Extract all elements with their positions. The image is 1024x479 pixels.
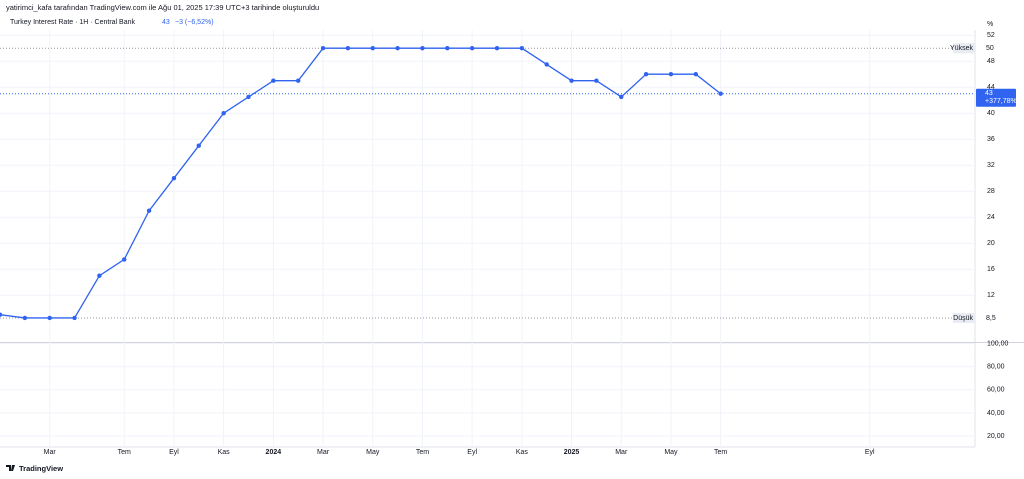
data-point: [544, 62, 549, 67]
x-tick-label: 2025: [564, 449, 580, 456]
legend-value: 43: [162, 19, 170, 26]
high-label: Yüksek: [950, 45, 973, 52]
data-point: [320, 46, 326, 51]
high-label-bg: [953, 43, 975, 54]
chart-title: Turkey Interest Rate · 1H · Central Bank: [10, 19, 136, 26]
header: yatirimci_kafa tarafından TradingView.co…: [6, 3, 319, 12]
data-point: [345, 46, 351, 51]
data-point: [72, 315, 77, 321]
data-point: [122, 257, 127, 262]
y-tick-label: 52: [987, 32, 995, 39]
series-line: [0, 47, 722, 319]
y-tick-label: 48: [987, 58, 995, 65]
data-point: [146, 208, 152, 213]
y-tick-label: 100,00: [987, 340, 1009, 347]
y-tick-label: 36: [987, 136, 995, 143]
data-point: [171, 176, 177, 181]
x-tick-label: Tem: [714, 449, 727, 456]
low-label-bg: [953, 312, 975, 323]
y-tick-label: 24: [987, 214, 995, 221]
data-point: [718, 91, 723, 96]
legend-change: −3 (−6,52%): [175, 19, 214, 26]
x-tick-label: May: [664, 449, 678, 456]
data-point: [395, 46, 400, 51]
data-point: [271, 78, 276, 83]
data-point: [469, 46, 475, 51]
data-point: [643, 72, 649, 77]
x-tick-label: Tem: [118, 449, 131, 456]
data-point: [221, 111, 226, 116]
data-point: [668, 72, 674, 77]
y-tick-label: 60,00: [987, 387, 1005, 394]
data-point: [196, 143, 201, 148]
y-tick-label: 44: [987, 84, 995, 91]
x-tick-label: Eyl: [169, 449, 179, 456]
footer-brand: TradingView: [19, 464, 63, 473]
y-tick-label: 40: [987, 110, 995, 117]
data-point: [693, 72, 698, 77]
grid: [0, 30, 975, 447]
x-tick-label: Mar: [44, 449, 57, 456]
y-tick-label: 12: [987, 292, 995, 299]
x-tick-label: 2024: [266, 449, 282, 456]
data-point: [420, 46, 425, 51]
logo: [6, 465, 15, 471]
x-tick-label: Kas: [516, 449, 529, 456]
y-tick-label: 28: [987, 188, 995, 195]
data-point: [0, 312, 3, 317]
last-price-percent: +377,78%: [985, 98, 1017, 105]
data-point: [296, 78, 301, 83]
data-point: [519, 46, 525, 51]
unit-label: %: [987, 21, 993, 28]
y-tick-label: 40,00: [987, 410, 1005, 417]
x-tick-label: Eyl: [865, 449, 875, 456]
data-point: [619, 94, 624, 100]
y-tick-label: 16: [987, 266, 995, 273]
last-price-tag: [976, 88, 1016, 107]
x-tick-label: Eyl: [467, 449, 477, 456]
data-point: [97, 273, 102, 278]
y-tick-label: 20: [987, 240, 995, 247]
x-tick-label: Mar: [615, 449, 628, 456]
y-tick-label: 32: [987, 162, 995, 169]
high-value-label: 50: [986, 45, 994, 52]
y-tick-label: 80,00: [987, 364, 1005, 371]
data-point: [445, 46, 450, 51]
y-tick-label: 20,00: [987, 433, 1005, 440]
data-point: [370, 46, 375, 51]
data-point: [47, 315, 52, 321]
x-tick-label: Kas: [218, 449, 231, 456]
low-label: Düşük: [953, 315, 973, 322]
low-value-label: 8,5: [986, 315, 996, 322]
x-tick-label: Mar: [317, 449, 330, 456]
x-tick-label: Tem: [416, 449, 429, 456]
data-point: [22, 315, 28, 321]
last-price-value: 43: [985, 90, 993, 97]
x-tick-label: May: [366, 449, 380, 456]
data-point: [569, 78, 574, 83]
data-point: [594, 78, 599, 83]
data-point: [494, 46, 500, 51]
data-point: [246, 94, 251, 100]
